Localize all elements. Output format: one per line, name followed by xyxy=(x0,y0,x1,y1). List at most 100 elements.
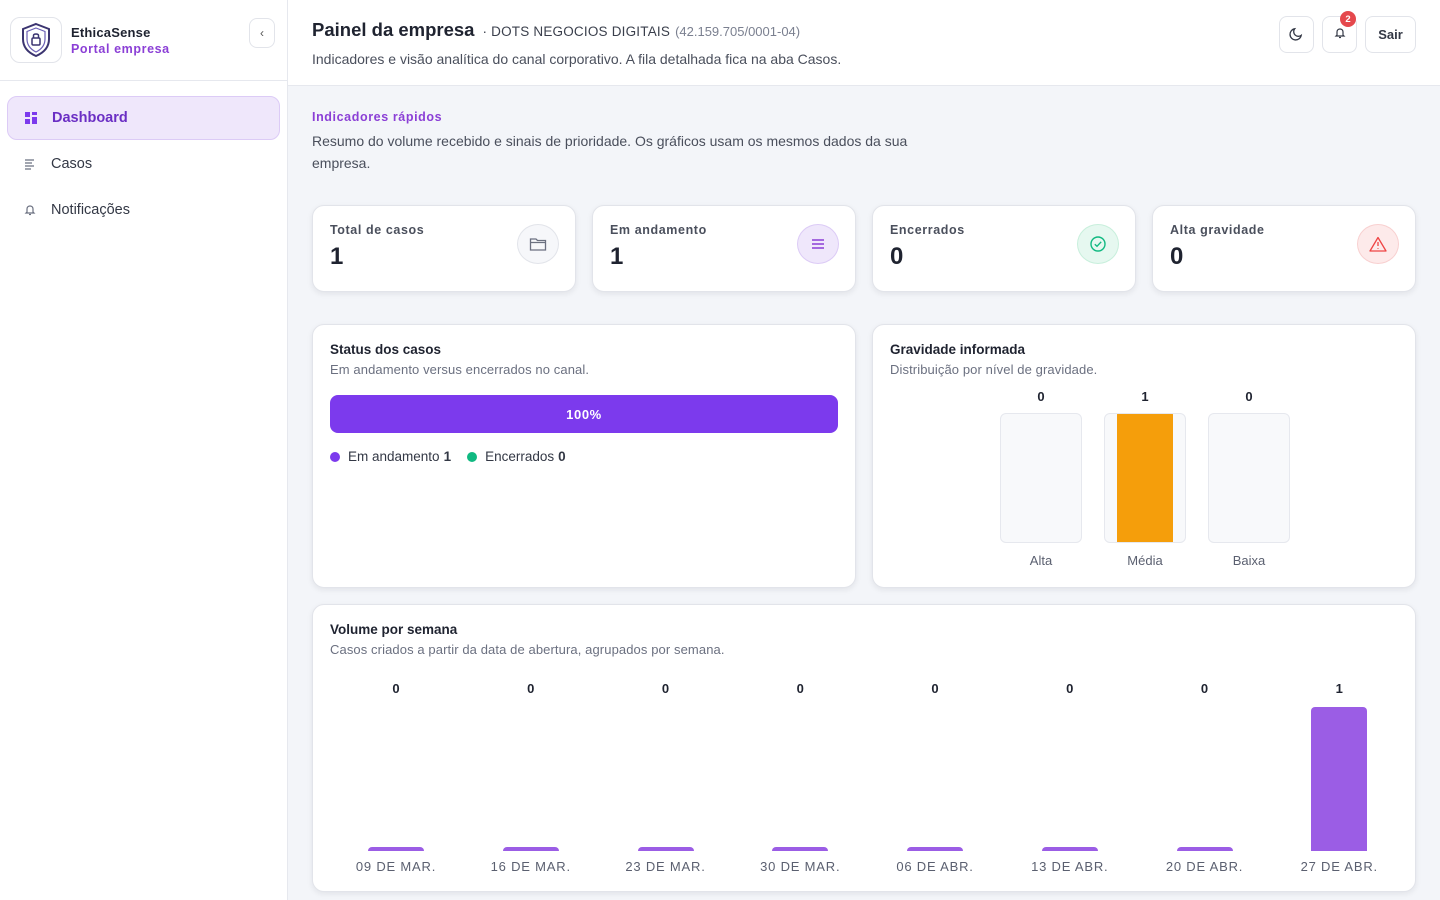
severity-bar-1: 1 Média xyxy=(1104,389,1186,568)
severity-bar-track xyxy=(1208,413,1290,543)
card-title: Gravidade informada xyxy=(890,342,1026,357)
severity-bar-label: Baixa xyxy=(1232,553,1266,568)
week-bar-value: 0 xyxy=(392,681,400,696)
severity-bar-label: Alta xyxy=(1029,553,1053,568)
sidebar-item-label: Dashboard xyxy=(52,110,128,126)
week-bar-rect xyxy=(772,847,829,851)
brand-subtitle: Portal empresa xyxy=(71,41,170,56)
week-bar-rect xyxy=(1176,847,1233,851)
page-title: Painel da empresa xyxy=(312,19,475,40)
page-description: Indicadores e visão analítica do canal c… xyxy=(312,51,842,67)
collapse-sidebar-button[interactable]: ‹ xyxy=(249,18,275,48)
week-bar-3: 0 30 DE MAR. xyxy=(733,681,867,881)
week-bar-value: 0 xyxy=(1200,681,1209,696)
week-bar-7: 1 27 DE ABR. xyxy=(1272,681,1406,881)
bell-icon xyxy=(23,203,37,217)
stat-value: 1 xyxy=(610,243,624,270)
status-legend: Em andamento 1 Encerrados 0 xyxy=(330,449,838,464)
sidebar-item-notificacoes[interactable]: Notificações xyxy=(7,188,280,232)
week-bar-value: 0 xyxy=(661,681,670,696)
check-circle-icon xyxy=(1077,224,1119,264)
notifications-button[interactable]: 2 xyxy=(1322,11,1357,53)
status-card: Status dos casos Em andamento versus enc… xyxy=(312,324,856,588)
progress-label: 100% xyxy=(566,406,602,422)
week-bar-4: 0 06 DE ABR. xyxy=(868,681,1002,881)
severity-bar-0: 0 Alta xyxy=(1000,389,1082,568)
week-bar-value: 0 xyxy=(1066,681,1074,696)
sidebar-item-casos[interactable]: Casos xyxy=(7,142,280,186)
legend-item-encerrados: Encerrados 0 xyxy=(467,449,566,464)
week-bar-rect xyxy=(1041,847,1098,851)
stat-value: 1 xyxy=(330,243,344,270)
menu-icon xyxy=(797,224,839,264)
severity-bar-value: 0 xyxy=(1037,389,1045,404)
weekly-volume-card: Volume por semana Casos criados a partir… xyxy=(312,604,1416,892)
legend-item-em-andamento: Em andamento 1 xyxy=(330,449,451,464)
stat-label: Em andamento xyxy=(610,223,707,237)
weekly-volume-chart: 0 09 DE MAR. 0 16 DE MAR. 0 23 DE MAR. 0 30 DE … xyxy=(329,681,1401,881)
main-content: Indicadores rápidos Resumo do volume rec… xyxy=(288,86,1440,900)
sidebar-item-label: Notificações xyxy=(51,202,130,218)
shield-logo-icon xyxy=(10,17,62,63)
stat-label: Total de casos xyxy=(330,223,425,237)
week-bar-1: 0 16 DE MAR. xyxy=(464,681,598,881)
legend-label: Encerrados xyxy=(485,449,555,464)
week-bar-rect xyxy=(502,847,559,851)
stat-card-encerrados: Encerrados 0 xyxy=(872,205,1136,292)
grid-icon xyxy=(24,111,38,125)
card-title: Volume por semana xyxy=(330,622,458,637)
severity-bar-value: 0 xyxy=(1245,389,1253,404)
week-bar-label: 27 DE ABR. xyxy=(1300,859,1378,874)
theme-toggle-button[interactable] xyxy=(1279,16,1314,53)
legend-dot xyxy=(467,451,478,462)
week-bar-6: 0 20 DE ABR. xyxy=(1138,681,1272,881)
notification-count-badge: 2 xyxy=(1340,11,1356,27)
week-bar-label: 06 DE ABR. xyxy=(896,859,974,874)
week-bar-5: 0 13 DE ABR. xyxy=(1003,681,1137,881)
severity-bar-value: 1 xyxy=(1141,389,1149,404)
section-description: Resumo do volume recebido e sinais de pr… xyxy=(312,133,908,171)
stat-card-total: Total de casos 1 xyxy=(312,205,576,292)
sidebar-item-dashboard[interactable]: Dashboard xyxy=(7,96,280,140)
sidebar: EthicaSense Portal empresa ‹ Dashboard C… xyxy=(0,0,288,900)
week-bar-value: 0 xyxy=(527,681,535,696)
section-kicker: Indicadores rápidos xyxy=(312,110,443,124)
severity-bar-track xyxy=(1000,413,1082,543)
stat-card-alta-gravidade: Alta gravidade 0 xyxy=(1152,205,1416,292)
severity-chart: 0 Alta 1 Média 0 Baixa xyxy=(873,325,1417,589)
stat-label: Encerrados xyxy=(890,223,965,237)
week-bar-label: 20 DE ABR. xyxy=(1165,859,1244,874)
week-bar-rect xyxy=(907,847,963,851)
moon-icon xyxy=(1289,26,1304,44)
sidebar-nav: Dashboard Casos Notificações xyxy=(0,81,287,249)
logout-button[interactable]: Sair xyxy=(1365,16,1416,53)
legend-value: 1 xyxy=(443,449,452,464)
stat-cards: Total de casos 1 Em andamento 1 Encerrad… xyxy=(312,205,1416,292)
card-subtitle: Casos criados a partir da data de abertu… xyxy=(330,642,725,657)
brand: EthicaSense Portal empresa ‹ xyxy=(0,0,287,81)
chevron-left-icon: ‹ xyxy=(260,26,264,40)
list-icon xyxy=(23,157,37,171)
stat-card-em-andamento: Em andamento 1 xyxy=(592,205,856,292)
stat-value: 0 xyxy=(890,243,904,270)
gravity-card: Gravidade informada Distribuição por nív… xyxy=(872,324,1416,588)
warning-icon xyxy=(1357,224,1399,264)
severity-bar-2: 0 Baixa xyxy=(1208,389,1290,568)
brand-name: EthicaSense xyxy=(71,24,151,40)
severity-bar-track xyxy=(1104,413,1186,543)
week-bar-label: 13 DE ABR. xyxy=(1031,859,1109,874)
company-name: · DOTS NEGOCIOS DIGITAIS xyxy=(482,24,671,39)
week-bar-0: 0 09 DE MAR. xyxy=(329,681,463,881)
legend-label: Em andamento xyxy=(348,449,440,464)
legend-value: 0 xyxy=(558,449,566,464)
week-bar-label: 09 DE MAR. xyxy=(355,859,437,874)
card-subtitle: Distribuição por nível de gravidade. xyxy=(890,362,1098,377)
legend-dot xyxy=(330,451,340,462)
card-subtitle: Em andamento versus encerrados no canal. xyxy=(330,362,590,377)
week-bar-rect xyxy=(368,847,424,851)
week-bar-2: 0 23 DE MAR. xyxy=(599,681,733,881)
company-cnpj: (42.159.705/0001-04) xyxy=(675,24,801,39)
folder-icon xyxy=(517,224,559,264)
card-title: Status dos casos xyxy=(330,342,442,357)
stat-label: Alta gravidade xyxy=(1170,223,1265,237)
